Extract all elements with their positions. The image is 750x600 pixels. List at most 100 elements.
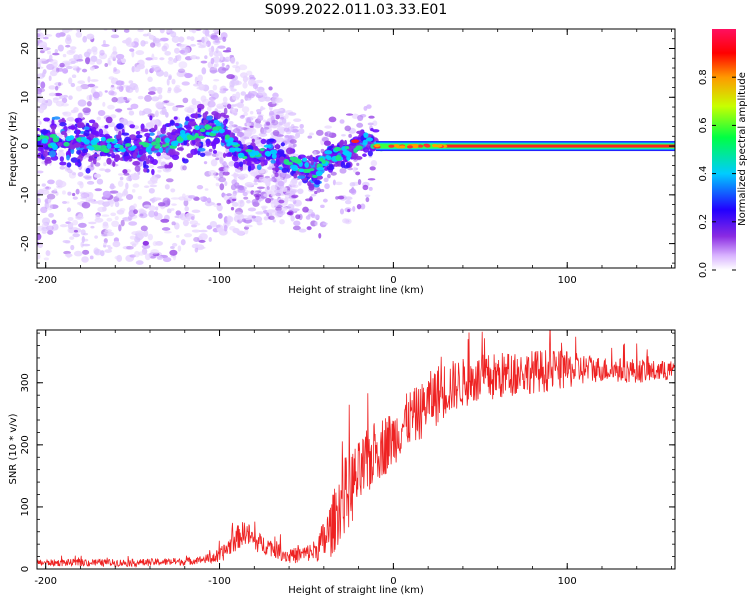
spectrogram-noise-blob [164,231,172,234]
spectrogram-noise-blob [48,85,56,90]
spectrogram-frame [36,28,676,269]
spectrogram-noise-blob [339,208,345,215]
spectrogram-band-blob [59,156,65,162]
spectrogram-noise-blob [174,47,180,54]
spectrogram-noise-blob [37,253,41,260]
spectrogram-noise-blob [230,206,235,211]
spectrogram-noise-blob [254,138,261,145]
spectrogram-noise-blob [308,132,314,136]
spectrogram-noise-blob [116,58,122,65]
spectrogram-noise-blob [50,59,58,65]
spectrogram-band-blob [76,150,81,155]
spectrogram-noise-blob [179,213,188,221]
spectrogram-noise-blob [238,175,245,181]
spectrogram-noise-blob [163,71,169,78]
spectrogram-noise-blob [287,210,294,216]
spectrogram-peak-blob [271,153,277,159]
spectrogram-noise-blob [286,190,291,194]
spectrogram-noise-blob [54,49,59,54]
spectrogram-carrier-spot [431,144,438,148]
spectrogram-band-blob [117,139,124,145]
spectrogram-band-blob [166,132,172,136]
spectrogram-noise-blob [226,103,232,109]
spectrogram-noise-blob [275,192,282,197]
spectrogram-peak-blob [304,161,310,168]
spectrogram-peak-blob [161,144,167,148]
spectrogram-noise-blob [57,180,67,188]
spectrogram-noise-blob [150,255,157,259]
spectrogram-band-blob [145,158,151,165]
spectrogram-noise-blob [206,106,212,112]
spectrogram-noise-blob [204,29,210,37]
spectrogram-noise-blob [186,216,191,222]
spectrogram-band-blob [367,150,373,157]
spectrogram-noise-blob [155,101,164,109]
spectrogram-band-blob [81,148,89,154]
spectrogram-noise-blob [117,173,124,176]
spectrogram-noise-blob [278,122,283,126]
spectrogram-noise-blob [117,180,124,187]
spectrogram-noise-blob [200,60,208,64]
spectrogram-noise-blob [253,193,261,198]
spectrogram-noise-blob [182,165,187,171]
spectrogram-noise-blob [232,227,240,234]
spectrogram-noise-blob [136,231,145,239]
spectrogram-noise-blob [175,104,185,108]
spectrogram-band-blob [164,164,169,169]
spectrogram-noise-blob [73,229,79,233]
spectrogram-band-blob [313,158,319,163]
spectrogram-noise-blob [246,70,253,76]
spectrogram-noise-blob [287,112,297,116]
spectrogram-noise-blob [83,51,91,58]
spectrogram-noise-blob [55,32,62,38]
spectrogram-noise-blob [351,113,359,119]
spectrogram-band-blob [219,112,226,117]
spectrogram-noise-blob [294,136,298,140]
spectrogram-band-blob [356,130,364,135]
spectrogram-noise-blob [41,71,46,78]
spectrogram-band-blob [316,175,323,180]
spectrogram-noise-blob [72,219,79,226]
spectrogram-noise-blob [134,165,141,172]
spectrogram-band-blob [143,160,147,168]
spectrogram-noise-blob [205,40,211,48]
spectrogram-band-blob [59,161,67,166]
spectrogram-peak-blob [194,132,199,139]
spectrogram-noise-blob [220,32,228,39]
spectrogram-band-blob [53,116,61,120]
spectrogram-noise-blob [215,157,220,161]
spectrogram-noise-blob [54,85,59,91]
spectrogram-band-blob [73,142,81,148]
spectrogram-noise-blob [159,29,165,34]
spectrogram-carrier-spot [351,139,360,143]
spectrogram-band-blob [212,149,218,154]
spectrogram-noise-blob [123,29,130,33]
spectrogram-noise-blob [314,190,318,195]
spectrogram-band-blob [222,119,228,125]
spectrogram-noise-blob [58,149,64,153]
spectrogram-noise-blob [126,107,133,111]
spectrogram-noise-blob [147,91,156,95]
spectrogram-noise-blob [262,119,267,123]
spectrogram-noise-blob [231,108,238,114]
spectrogram-noise-blob [144,68,149,75]
spectrogram-noise-blob [349,182,356,187]
spectrogram-peak-blob [259,148,265,152]
spectrogram-noise-blob [216,204,223,212]
snr-x-ticks: -200 -100 0 100 [34,330,672,587]
spectrogram-band-blob [85,122,90,127]
spectrogram-noise-blob [66,49,75,56]
spectrogram-noise-blob [85,56,91,65]
spectrogram-noise-blob [110,34,120,39]
spectrogram-noise-blob [90,79,99,82]
spectrogram-noise-blob [148,205,156,211]
spectrogram-noise-blob [293,118,302,123]
spectrogram-noise-blob [107,57,111,66]
spectrogram-noise-blob [268,110,275,116]
spectrogram-peak-blob [125,143,132,147]
spectrogram-noise-blob [109,190,119,194]
spectrogram-noise-blob [131,65,136,73]
spectrogram-carrier-core [445,144,675,148]
spectrogram-noise-blob [339,167,347,174]
spectrogram-noise-blob [195,243,199,248]
